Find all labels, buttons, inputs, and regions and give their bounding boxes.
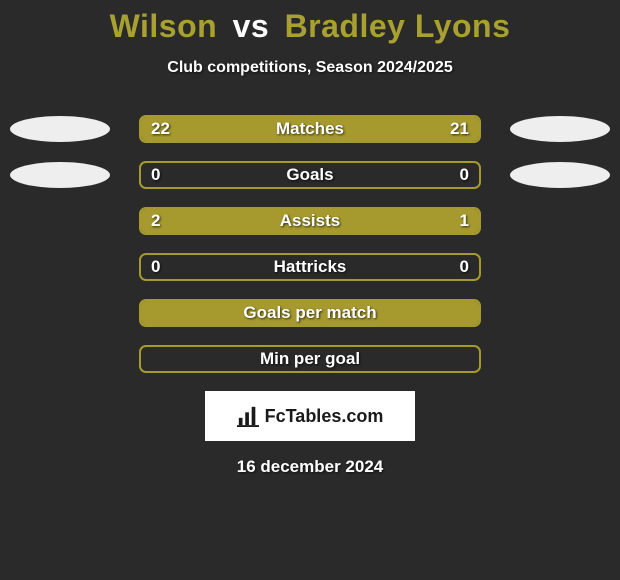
brand-logo-text: FcTables.com <box>265 406 384 427</box>
stat-label: Matches <box>276 119 344 139</box>
stat-value-right: 1 <box>460 211 469 231</box>
stat-label: Hattricks <box>274 257 347 277</box>
bars-chart-icon <box>237 405 259 427</box>
stat-label: Goals per match <box>243 303 376 323</box>
player2-badge <box>510 116 610 142</box>
stat-label: Goals <box>286 165 333 185</box>
stat-value-right: 0 <box>460 165 469 185</box>
stat-row: Goals per match <box>0 299 620 327</box>
player1-badge <box>10 162 110 188</box>
comparison-card: Wilson vs Bradley Lyons Club competition… <box>0 0 620 477</box>
stats-rows: Matches2221Goals00Assists21Hattricks00Go… <box>0 115 620 373</box>
stat-value-left: 0 <box>151 165 160 185</box>
title-player1: Wilson <box>110 8 218 44</box>
stat-row: Min per goal <box>0 345 620 373</box>
title-player2: Bradley Lyons <box>285 8 511 44</box>
stat-bar: Goals per match <box>139 299 481 327</box>
stat-value-left: 2 <box>151 211 160 231</box>
stat-bar: Min per goal <box>139 345 481 373</box>
snapshot-date: 16 december 2024 <box>0 457 620 477</box>
stat-bar: Hattricks 0 0 <box>139 253 481 281</box>
stat-row: Assists 2 1 <box>0 207 620 235</box>
stat-bar: Matches 22 21 <box>139 115 481 143</box>
stat-bar: Goals 0 0 <box>139 161 481 189</box>
stat-value-left: 0 <box>151 257 160 277</box>
stat-value-right: 0 <box>460 257 469 277</box>
player1-badge <box>10 116 110 142</box>
player2-badge <box>510 162 610 188</box>
stat-label: Min per goal <box>260 349 360 369</box>
stat-bar: Assists 2 1 <box>139 207 481 235</box>
stat-value-right: 21 <box>450 119 469 139</box>
stat-row: Matches 22 21 <box>0 115 620 143</box>
stat-row: Goals 0 0 <box>0 161 620 189</box>
page-title: Wilson vs Bradley Lyons <box>0 8 620 45</box>
title-vs: vs <box>233 8 270 44</box>
stat-label: Assists <box>280 211 340 231</box>
brand-logo[interactable]: FcTables.com <box>205 391 415 441</box>
stat-row: Hattricks 0 0 <box>0 253 620 281</box>
stat-value-left: 22 <box>151 119 170 139</box>
subtitle: Club competitions, Season 2024/2025 <box>0 59 620 77</box>
